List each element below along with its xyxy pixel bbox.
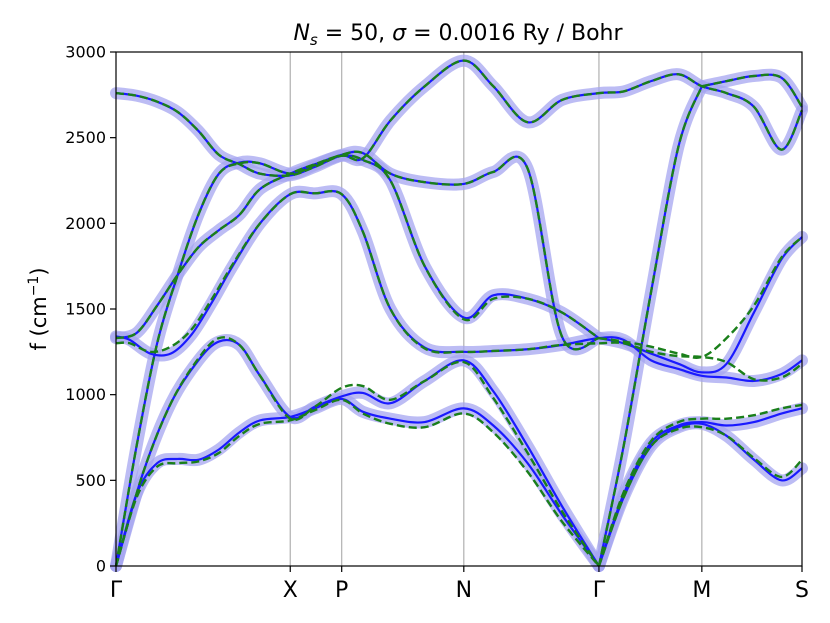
x-tick-label-0: Γ <box>110 578 123 603</box>
x-tick-label-1: X <box>283 578 298 603</box>
dashed-line-b3 <box>114 336 600 567</box>
x-tick-label-6: S <box>795 578 809 603</box>
y-tick-label-5: 2500 <box>65 128 106 147</box>
solid-line-b6 <box>598 236 803 374</box>
chart-title: Ns = 50, σ = 0.0016 Ry / Bohr <box>293 21 623 49</box>
y-tick-label-4: 2000 <box>65 214 106 233</box>
x-tick-label-3: N <box>456 578 472 603</box>
dashed-line-b8 <box>597 85 703 567</box>
y-axis-label: f (cm−1) <box>26 267 51 350</box>
dashed-line-b5 <box>115 154 600 340</box>
y-tick-label-0: 0 <box>96 557 106 576</box>
dashed-line-b9 <box>115 59 804 178</box>
y-tick-label-6: 3000 <box>65 43 106 62</box>
x-tick-label-4: Γ <box>593 578 606 603</box>
x-tick-label-2: P <box>335 578 348 603</box>
y-tick-label-1: 500 <box>75 471 106 490</box>
dashed-line-b7 <box>114 150 600 567</box>
dashed-line-b2 <box>597 403 803 567</box>
y-tick-label-3: 1500 <box>65 300 106 319</box>
y-tick-label-2: 1000 <box>65 385 106 404</box>
y-ticks: 0 500 1000 1500 2000 2500 3000 <box>65 43 116 576</box>
dashed-line-b10 <box>701 73 804 108</box>
vertical-grid-lines <box>289 52 703 566</box>
dashed-line-b0 <box>114 398 600 567</box>
x-tick-label-5: M <box>692 578 711 603</box>
dashed-line-b1 <box>597 425 803 567</box>
solid-line-b0 <box>114 397 600 567</box>
dispersion-lines <box>114 59 804 567</box>
dashed-line-b6 <box>598 236 803 359</box>
